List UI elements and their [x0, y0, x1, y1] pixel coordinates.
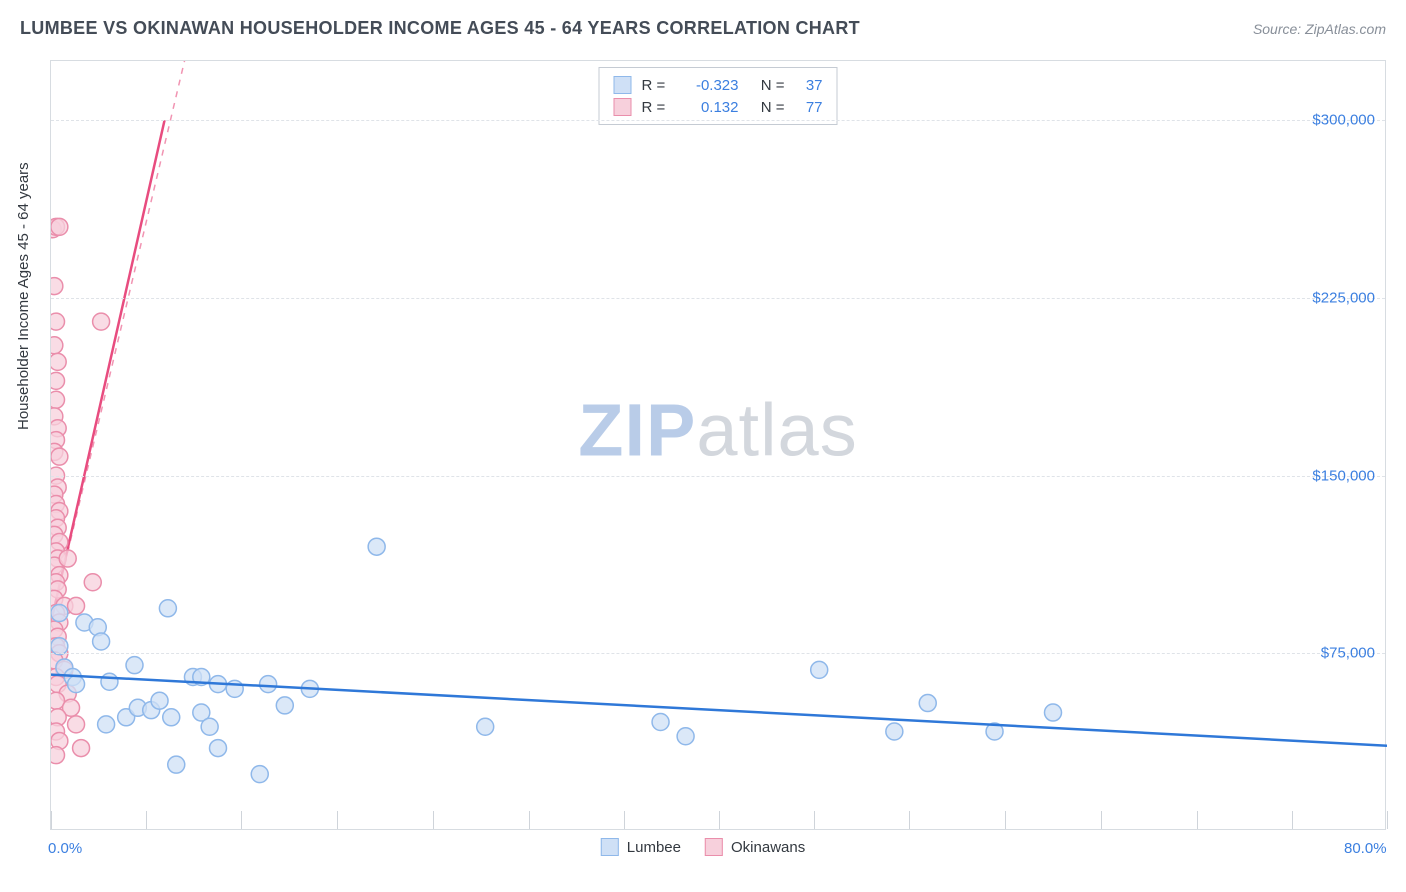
- legend-stats-row-1: R = 0.132 N = 77: [614, 96, 823, 118]
- r-value-okinawans: 0.132: [684, 99, 739, 116]
- legend-series: Lumbee Okinawans: [601, 838, 805, 856]
- legend-item-okinawans: Okinawans: [705, 838, 805, 856]
- chart-plot-area: ZIPatlas R = -0.323 N = 37 R = 0.132 N =…: [50, 60, 1386, 830]
- chart-title: LUMBEE VS OKINAWAN HOUSEHOLDER INCOME AG…: [20, 18, 860, 39]
- legend-swatch-icon: [601, 838, 619, 856]
- y-axis-label: Householder Income Ages 45 - 64 years: [15, 162, 32, 430]
- y-tick-label: $300,000: [1312, 112, 1375, 129]
- legend-label-okinawans: Okinawans: [731, 839, 805, 856]
- legend-swatch-icon: [705, 838, 723, 856]
- x-tick: [241, 811, 242, 829]
- x-tick: [1005, 811, 1006, 829]
- y-tick-label: $225,000: [1312, 289, 1375, 306]
- y-tick-label: $75,000: [1321, 645, 1375, 662]
- x-tick: [146, 811, 147, 829]
- n-label: N =: [749, 77, 785, 94]
- r-value-lumbee: -0.323: [684, 77, 739, 94]
- gridline: [51, 120, 1385, 121]
- n-value-lumbee: 37: [795, 77, 823, 94]
- x-tick: [1292, 811, 1293, 829]
- legend-swatch-lumbee: [614, 76, 632, 94]
- legend-stats-row-0: R = -0.323 N = 37: [614, 74, 823, 96]
- y-tick-label: $150,000: [1312, 467, 1375, 484]
- gridline: [51, 298, 1385, 299]
- scatter-svg: [51, 61, 1387, 831]
- legend-item-lumbee: Lumbee: [601, 838, 681, 856]
- x-tick: [529, 811, 530, 829]
- chart-header: LUMBEE VS OKINAWAN HOUSEHOLDER INCOME AG…: [0, 0, 1406, 49]
- x-tick: [1101, 811, 1102, 829]
- x-tick: [624, 811, 625, 829]
- x-tick: [51, 811, 52, 829]
- x-tick: [1387, 811, 1388, 829]
- x-tick: [1197, 811, 1198, 829]
- x-axis-max-label: 80.0%: [1344, 840, 1387, 857]
- x-tick: [337, 811, 338, 829]
- gridline: [51, 476, 1385, 477]
- x-axis-min-label: 0.0%: [48, 840, 82, 857]
- chart-source: Source: ZipAtlas.com: [1253, 21, 1386, 37]
- n-value-okinawans: 77: [795, 99, 823, 116]
- x-tick: [814, 811, 815, 829]
- gridline: [51, 653, 1385, 654]
- legend-swatch-okinawans: [614, 98, 632, 116]
- r-label: R =: [642, 99, 674, 116]
- x-tick: [433, 811, 434, 829]
- x-tick: [719, 811, 720, 829]
- n-label: N =: [749, 99, 785, 116]
- legend-stats: R = -0.323 N = 37 R = 0.132 N = 77: [599, 67, 838, 125]
- x-tick: [909, 811, 910, 829]
- r-label: R =: [642, 77, 674, 94]
- legend-label-lumbee: Lumbee: [627, 839, 681, 856]
